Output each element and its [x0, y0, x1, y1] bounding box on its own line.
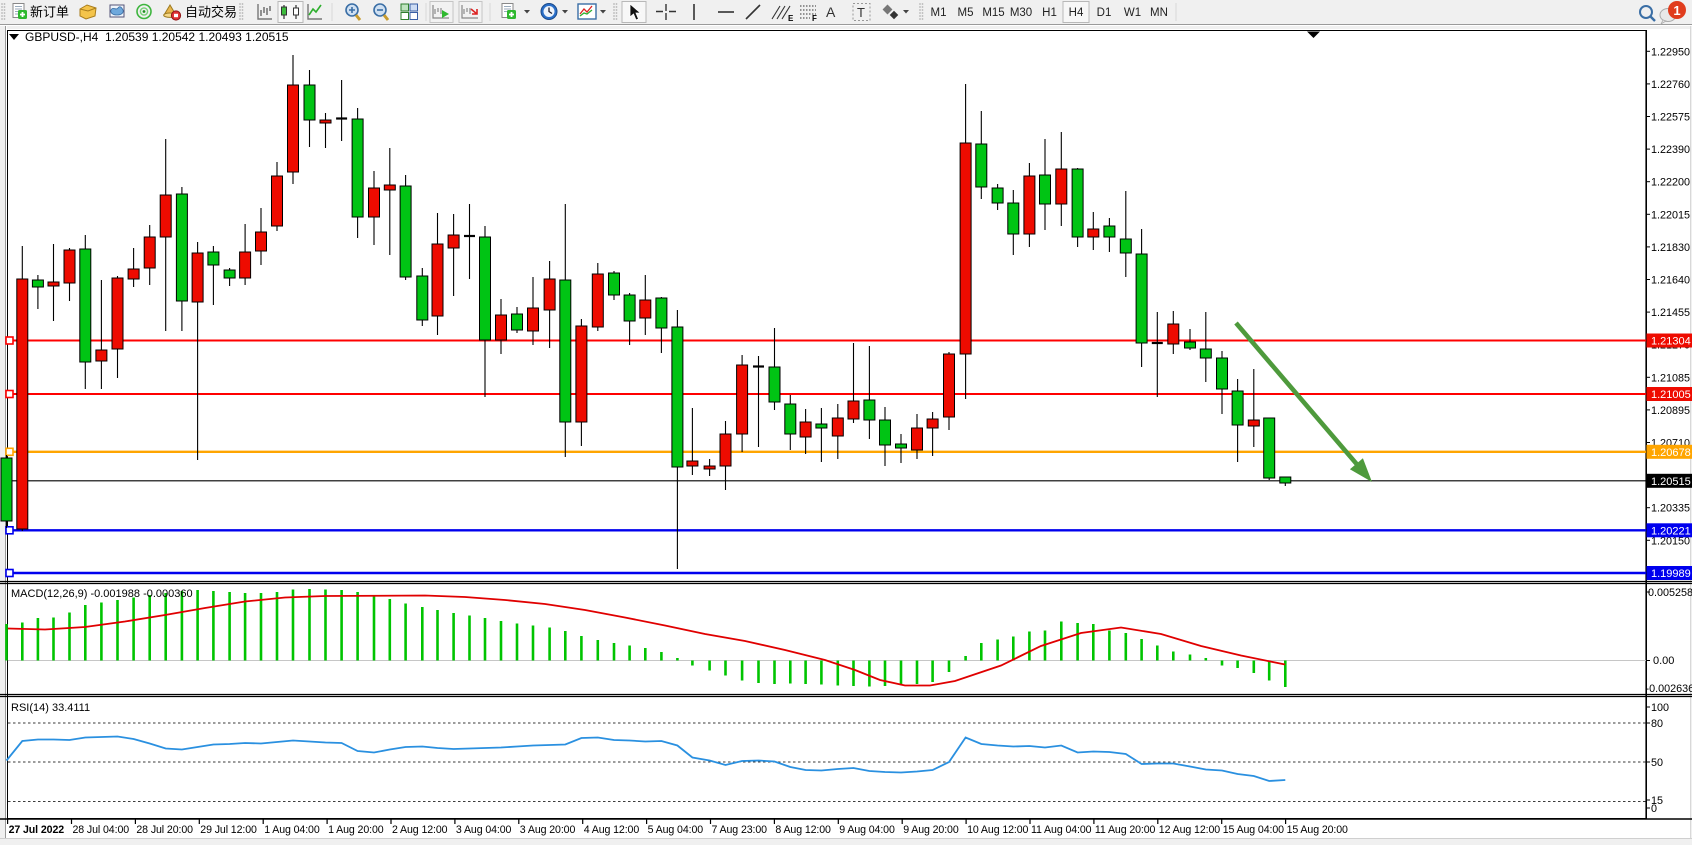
svg-text:1.21640: 1.21640	[1651, 275, 1690, 287]
svg-text:新订单: 新订单	[30, 5, 69, 20]
svg-text:12 Aug 12:00: 12 Aug 12:00	[1159, 824, 1220, 836]
svg-text:3 Aug 04:00: 3 Aug 04:00	[456, 824, 512, 836]
svg-text:0.00: 0.00	[1653, 655, 1674, 667]
svg-text:9 Aug 20:00: 9 Aug 20:00	[903, 824, 959, 836]
svg-text:H4: H4	[1069, 7, 1084, 19]
svg-text:28 Jul 04:00: 28 Jul 04:00	[73, 824, 130, 836]
svg-text:1.20895: 1.20895	[1651, 405, 1690, 417]
svg-text:1.22200: 1.22200	[1651, 177, 1690, 189]
svg-text:2 Aug 12:00: 2 Aug 12:00	[392, 824, 448, 836]
svg-text:0: 0	[1651, 803, 1657, 815]
svg-text:MACD(12,26,9) -0.001988 -0.000: MACD(12,26,9) -0.001988 -0.000360	[11, 588, 193, 600]
svg-text:1.21830: 1.21830	[1651, 242, 1690, 254]
svg-text:3 Aug 20:00: 3 Aug 20:00	[520, 824, 576, 836]
svg-text:1.21455: 1.21455	[1651, 307, 1690, 319]
svg-text:1.20221: 1.20221	[1651, 525, 1691, 537]
svg-text:1: 1	[1673, 3, 1680, 18]
svg-text:1.20335: 1.20335	[1651, 503, 1690, 515]
svg-text:1 Aug 20:00: 1 Aug 20:00	[328, 824, 384, 836]
svg-text:27 Jul 2022: 27 Jul 2022	[9, 824, 65, 836]
svg-text:T: T	[857, 5, 865, 20]
svg-text:E: E	[788, 14, 794, 23]
svg-text:28 Jul 20:00: 28 Jul 20:00	[136, 824, 193, 836]
svg-text:11 Aug 20:00: 11 Aug 20:00	[1095, 824, 1156, 836]
svg-text:D1: D1	[1097, 7, 1112, 19]
svg-text:1.19989: 1.19989	[1651, 568, 1691, 580]
svg-text:4 Aug 12:00: 4 Aug 12:00	[584, 824, 640, 836]
svg-text:1.20678: 1.20678	[1651, 447, 1691, 459]
svg-text:GBPUSD-,H4 1.20539 1.20542 1.: GBPUSD-,H4 1.20539 1.20542 1.20493 1.205…	[25, 30, 289, 44]
svg-text:15 Aug 20:00: 15 Aug 20:00	[1287, 824, 1348, 836]
svg-text:1.20150: 1.20150	[1651, 535, 1690, 547]
svg-text:5 Aug 04:00: 5 Aug 04:00	[648, 824, 704, 836]
svg-text:10 Aug 12:00: 10 Aug 12:00	[967, 824, 1028, 836]
svg-text:M1: M1	[931, 7, 947, 19]
svg-text:自动交易: 自动交易	[185, 5, 237, 20]
svg-text:W1: W1	[1124, 7, 1141, 19]
svg-text:1.22390: 1.22390	[1651, 144, 1690, 156]
svg-text:-0.002636: -0.002636	[1646, 683, 1692, 695]
svg-text:100: 100	[1651, 702, 1669, 714]
svg-text:1.22950: 1.22950	[1651, 46, 1690, 58]
svg-text:RSI(14) 33.4111: RSI(14) 33.4111	[11, 702, 90, 714]
svg-text:15: 15	[1651, 795, 1663, 807]
svg-text:H1: H1	[1042, 7, 1057, 19]
svg-text:F: F	[812, 14, 817, 23]
svg-text:9 Aug 04:00: 9 Aug 04:00	[839, 824, 895, 836]
svg-text:M5: M5	[958, 7, 974, 19]
svg-text:M30: M30	[1010, 7, 1032, 19]
svg-text:MN: MN	[1150, 7, 1168, 19]
svg-text:50: 50	[1651, 757, 1663, 769]
svg-text:15 Aug 04:00: 15 Aug 04:00	[1223, 824, 1284, 836]
svg-text:1.22760: 1.22760	[1651, 79, 1690, 91]
svg-text:29 Jul 12:00: 29 Jul 12:00	[200, 824, 257, 836]
svg-text:8 Aug 12:00: 8 Aug 12:00	[775, 824, 831, 836]
svg-text:7 Aug 23:00: 7 Aug 23:00	[712, 824, 768, 836]
svg-text:1.22575: 1.22575	[1651, 112, 1690, 124]
svg-text:1.22015: 1.22015	[1651, 209, 1690, 221]
svg-text:1 Aug 04:00: 1 Aug 04:00	[264, 824, 320, 836]
svg-text:M15: M15	[982, 7, 1004, 19]
svg-text:11 Aug 04:00: 11 Aug 04:00	[1031, 824, 1092, 836]
svg-text:80: 80	[1651, 718, 1663, 730]
svg-text:A: A	[826, 4, 836, 20]
svg-text:1.21304: 1.21304	[1651, 336, 1691, 348]
svg-text:1.21005: 1.21005	[1651, 389, 1691, 401]
svg-text:0.005258: 0.005258	[1648, 587, 1692, 599]
svg-text:1.20515: 1.20515	[1651, 476, 1691, 488]
svg-text:1.21085: 1.21085	[1651, 372, 1690, 384]
